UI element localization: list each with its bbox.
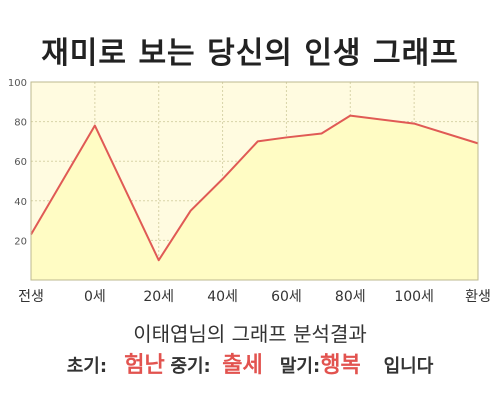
early-label: 초기: [66, 356, 108, 377]
late-label: 말기: [279, 356, 321, 377]
x-tick-label: 전생 [18, 289, 44, 305]
series-line [30, 114, 479, 262]
ending-text: 입니다 [383, 356, 434, 377]
y-tick-label: 60 [14, 157, 27, 168]
x-tick-label: 100세 [394, 289, 434, 305]
early-value: 험난 [124, 353, 165, 378]
x-tick-label: 40세 [207, 289, 238, 305]
y-tick-label: 40 [14, 197, 27, 208]
y-tick-label: 80 [14, 118, 27, 129]
x-tick-label: 환생 [465, 289, 491, 305]
late-value: 행복 [320, 353, 361, 378]
analysis-subtitle: 이태엽님의 그래프 분석결과 [133, 322, 367, 346]
x-tick-label: 0세 [84, 289, 106, 305]
middle-value: 출세 [222, 353, 263, 378]
chart-title: 재미로 보는 당신의 인생 그래프 [41, 36, 459, 71]
x-tick-label: 80세 [335, 289, 366, 305]
x-tick-label: 20세 [143, 289, 174, 305]
middle-label: 중기: [170, 356, 211, 377]
plot-border [30, 81, 479, 281]
y-tick-label: 100 [8, 78, 27, 89]
series-area [31, 115, 478, 280]
x-tick-label: 60세 [271, 289, 302, 305]
y-tick-label: 20 [14, 236, 27, 247]
analysis-result: 초기: 험난 중기: 출세 말기:행복 입니다 [0, 347, 500, 379]
